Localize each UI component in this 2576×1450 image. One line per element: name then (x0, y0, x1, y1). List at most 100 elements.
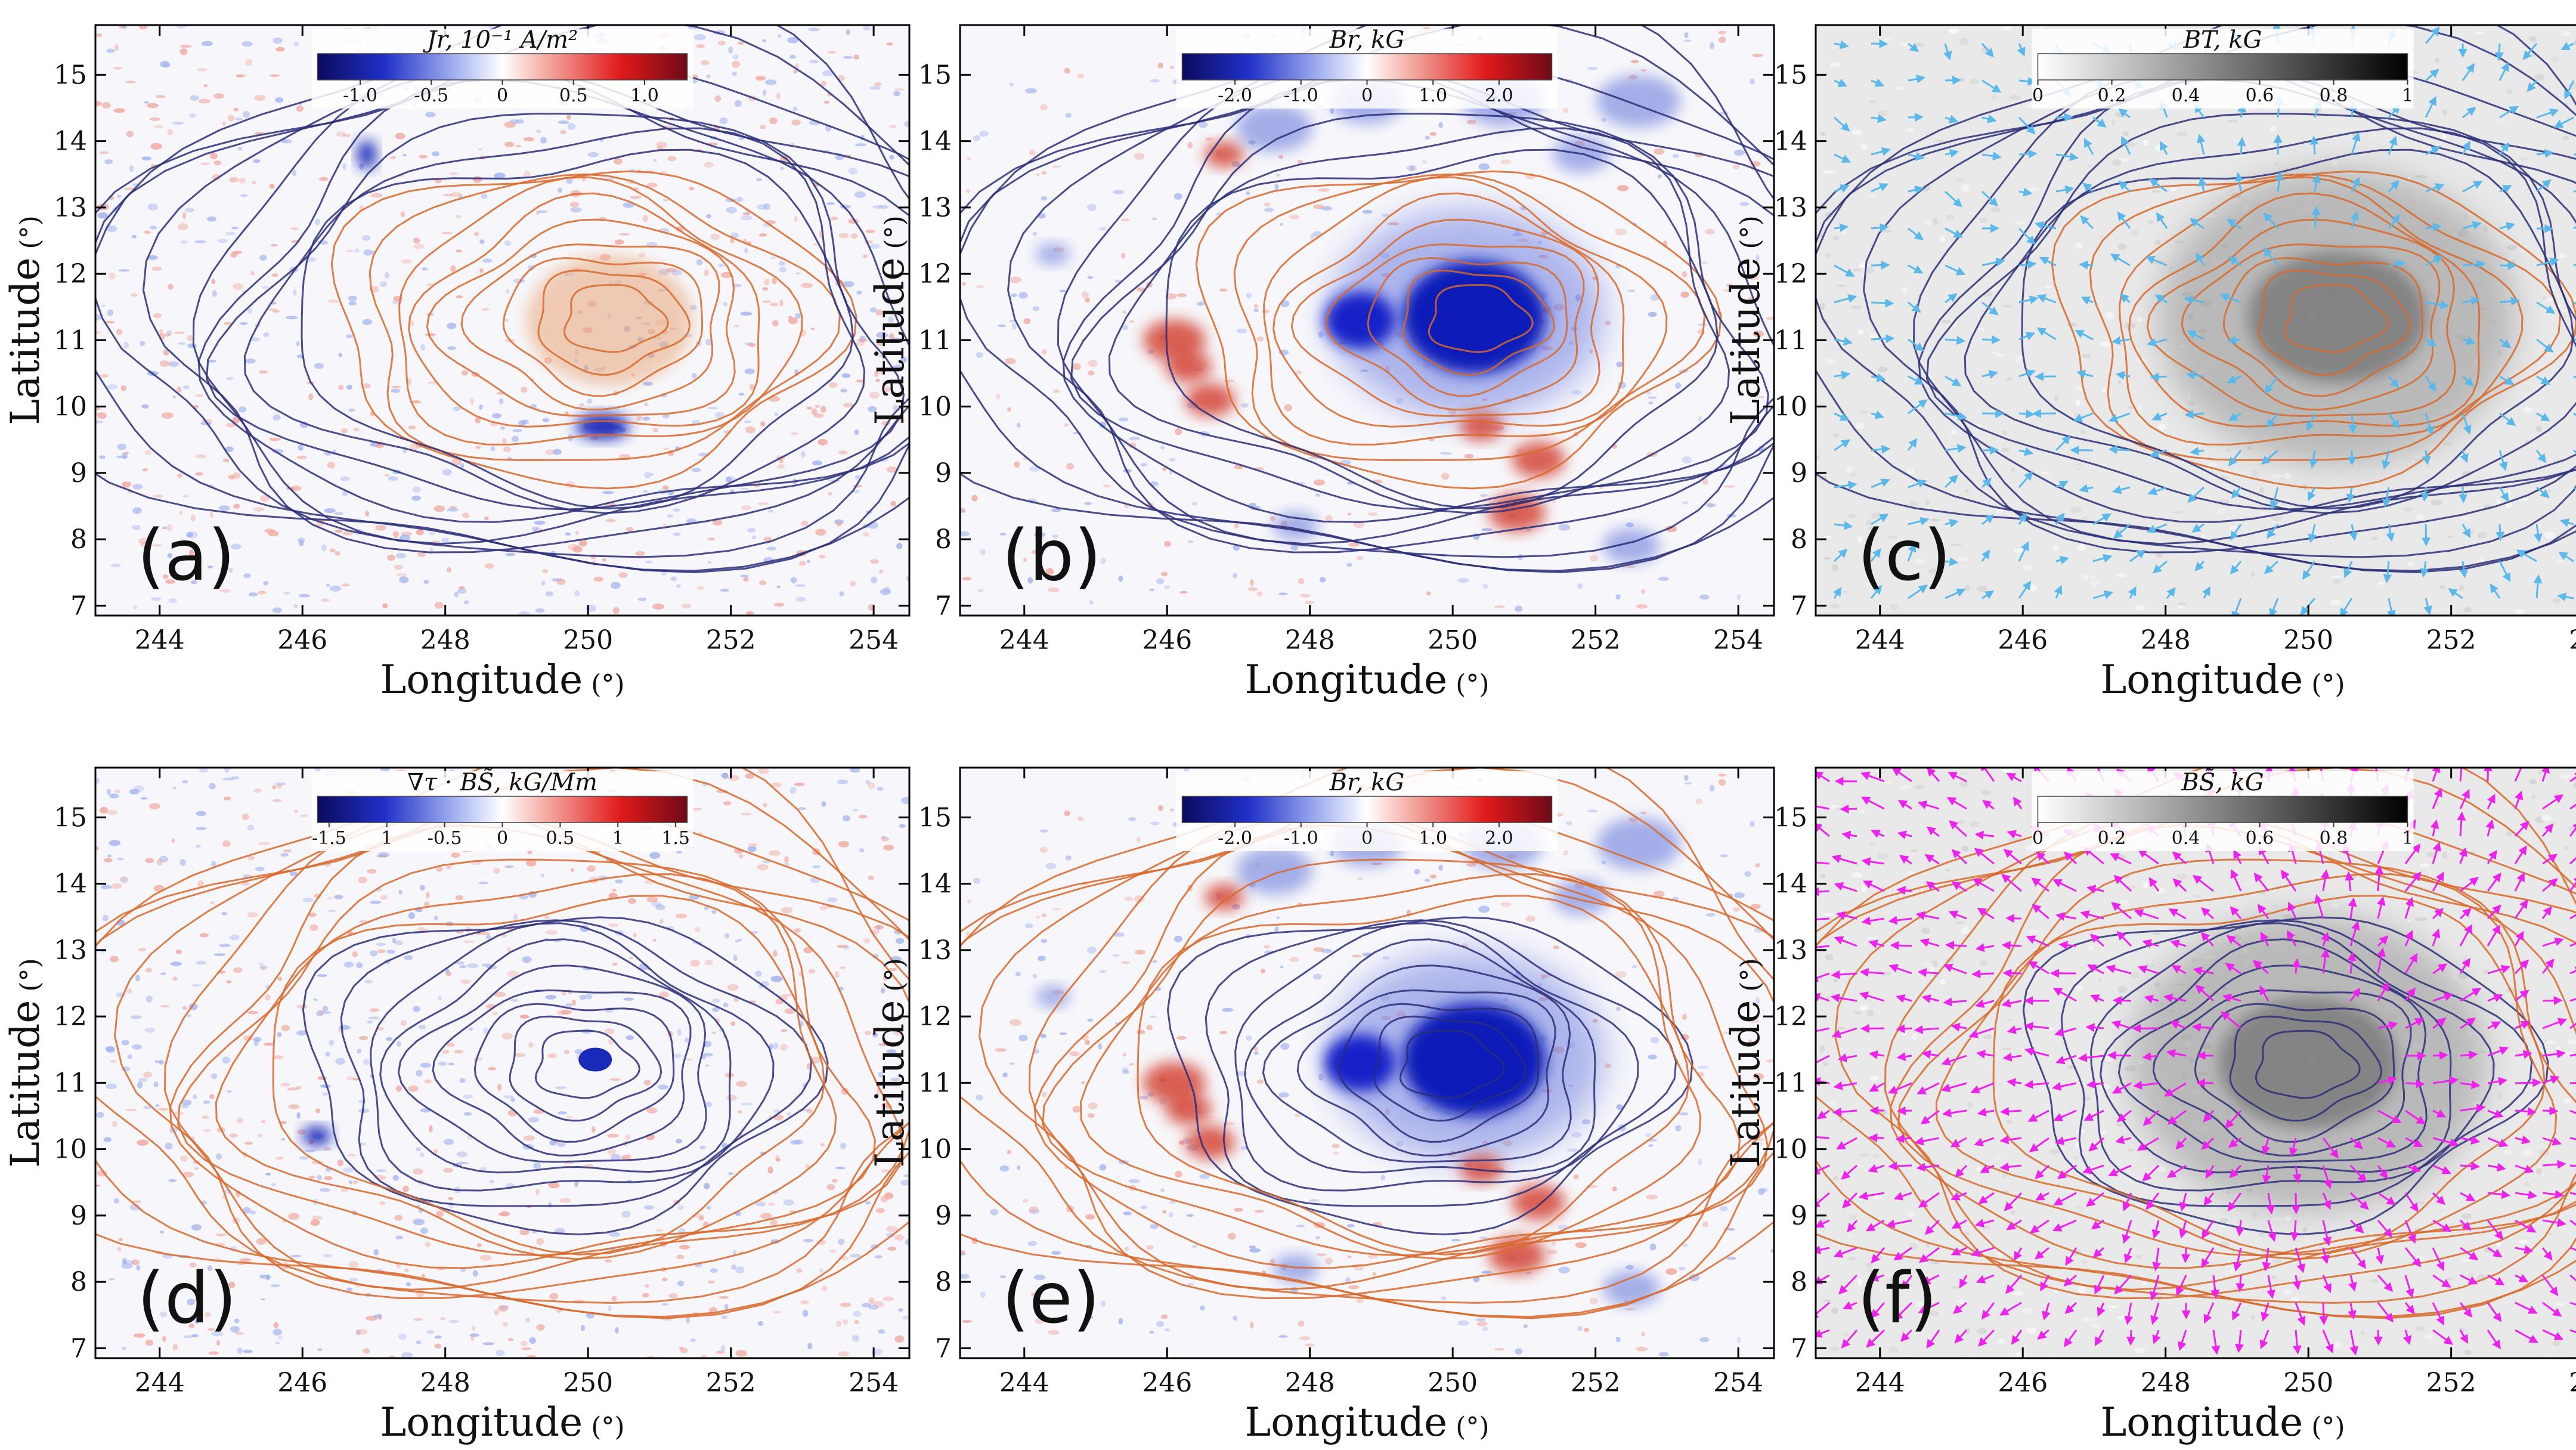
colorbar-tick-label: 0 (1361, 828, 1373, 849)
colorbar-tick-label: -1.0 (1284, 85, 1318, 106)
y-axis-label: Latitude(°) (2, 958, 48, 1168)
x-tick-label: 254 (2569, 1368, 2576, 1398)
heatmap-features (1035, 75, 1680, 564)
colorbar-title: BS̃, kG (2181, 768, 2264, 796)
y-tick-label: 7 (1791, 590, 1807, 621)
y-tick-label: 10 (918, 1134, 952, 1165)
colorbar-tick-label: 1.0 (630, 85, 659, 106)
y-tick-label: 9 (1791, 1201, 1807, 1231)
x-tick-label: 246 (1142, 625, 1192, 656)
x-tick-label: 248 (420, 1368, 470, 1398)
plot-frame (94, 766, 911, 1359)
y-tick-label: 8 (1791, 1267, 1807, 1297)
x-tick-label: 248 (2141, 1368, 2191, 1398)
contour-lines (960, 25, 1774, 574)
y-tick-label: 9 (935, 1201, 952, 1231)
colorbar-tick-label: -2.0 (1218, 828, 1252, 849)
colorbar-tick-label: 0.6 (2246, 85, 2274, 106)
x-tick-label: 244 (999, 625, 1049, 656)
y-tick-label: 9 (935, 458, 952, 489)
y-tick-label: 11 (918, 1068, 952, 1098)
x-tick-label: 248 (2141, 625, 2191, 656)
x-tick-label: 252 (706, 625, 756, 656)
colorbar-tick-label: 1 (2402, 828, 2413, 849)
x-tick-label: 250 (2283, 1368, 2333, 1398)
y-tick-label: 10 (1774, 1134, 1807, 1165)
colorbar-tick-label: 0 (1361, 85, 1373, 106)
y-tick-label: 15 (1774, 802, 1807, 833)
heatmap-features (302, 1047, 612, 1146)
y-tick-label: 15 (918, 60, 952, 90)
y-tick-label: 9 (70, 1201, 87, 1231)
plot-frame (959, 24, 1775, 617)
colorbar-tick-label: 1.0 (1419, 85, 1447, 106)
colorbar-tick-label: 1 (612, 828, 624, 849)
plot-frame (1815, 766, 2576, 1359)
panel-letter: (b) (1002, 514, 1101, 596)
colorbar-tick-label: -1.0 (343, 85, 377, 106)
y-tick-label: 11 (54, 1068, 87, 1098)
colorbar-title: Br, kG (1329, 769, 1405, 796)
y-tick-label: 8 (70, 524, 87, 555)
x-axis-label: Longitude (°) (2100, 657, 2345, 703)
y-tick-label: 15 (918, 802, 952, 833)
x-tick-label: 254 (1713, 1368, 1763, 1398)
x-axis-label: Longitude (°) (1244, 1399, 1489, 1445)
y-tick-label: 12 (54, 259, 87, 289)
colorbar-gradient (1181, 53, 1553, 81)
colorbar-tick-label: -1.0 (1284, 828, 1318, 849)
x-axis-label: Longitude (°) (1244, 657, 1489, 703)
y-tick-label: 7 (935, 1333, 952, 1364)
colorbar-tick-label: 1.5 (661, 828, 690, 849)
colorbar: Br, kG -2.0 -1.0 0 1.0 2.0 (1176, 26, 1558, 109)
colorbar-tick-label: -2.0 (1218, 85, 1252, 106)
panel-f: 244246248250252254789101112131415Longitu… (1723, 766, 2576, 1445)
colorbar-tick-label: -1.5 (312, 828, 346, 849)
x-tick-label: 248 (420, 625, 470, 656)
colorbar: BT, kG 0 0.2 0.4 0.6 0.8 1 (2032, 26, 2414, 109)
plot-frame (959, 766, 1775, 1359)
x-tick-label: 254 (849, 625, 899, 656)
y-tick-label: 12 (918, 1001, 952, 1032)
y-axis-label: Latitude(°) (867, 215, 913, 425)
y-tick-label: 9 (1791, 458, 1807, 489)
y-tick-label: 10 (918, 392, 952, 422)
y-tick-label: 12 (1774, 259, 1807, 289)
colorbar-tick-label: 0.8 (2320, 85, 2348, 106)
y-tick-label: 14 (1774, 126, 1807, 157)
colorbar-tick-label: -0.5 (428, 828, 462, 849)
y-tick-label: 14 (54, 126, 87, 157)
colorbar-gradient (1181, 796, 1553, 823)
y-axis-label: Latitude(°) (1723, 958, 1769, 1168)
y-tick-label: 13 (918, 935, 952, 966)
y-tick-label: 14 (918, 869, 952, 899)
plot-frame (94, 24, 911, 617)
y-tick-label: 11 (54, 325, 87, 355)
colorbar: BS̃, kG 0 0.2 0.4 0.6 0.8 1 (2032, 768, 2414, 851)
plot-area (960, 768, 1774, 1358)
colorbar-tick-label: 0 (2032, 85, 2044, 106)
x-tick-label: 254 (2569, 625, 2576, 656)
x-tick-label: 244 (999, 1368, 1049, 1398)
x-tick-label: 252 (2426, 1368, 2476, 1398)
colorbar-tick-label: 0.5 (546, 828, 575, 849)
colorbar-tick-label: 0 (497, 85, 508, 106)
y-tick-label: 9 (70, 458, 87, 489)
x-tick-label: 246 (1142, 1368, 1192, 1398)
plot-area (95, 768, 909, 1358)
colorbar-tick-label: 0 (497, 828, 508, 849)
panel-letter: (e) (1002, 1257, 1100, 1339)
y-tick-label: 14 (918, 126, 952, 157)
contour-lines (95, 768, 909, 1319)
y-axis-label: Latitude(°) (1723, 215, 1769, 425)
colorbar-tick-label: 0.4 (2172, 828, 2200, 849)
contour-lines (960, 768, 1774, 1319)
y-tick-label: 13 (918, 193, 952, 223)
colorbar-tick-label: 2.0 (1485, 85, 1513, 106)
y-tick-label: 14 (1774, 869, 1807, 899)
y-tick-label: 7 (1791, 1333, 1807, 1364)
x-tick-label: 246 (277, 625, 327, 656)
y-tick-label: 14 (54, 869, 87, 899)
y-tick-label: 13 (54, 193, 87, 223)
x-tick-label: 254 (1713, 625, 1763, 656)
